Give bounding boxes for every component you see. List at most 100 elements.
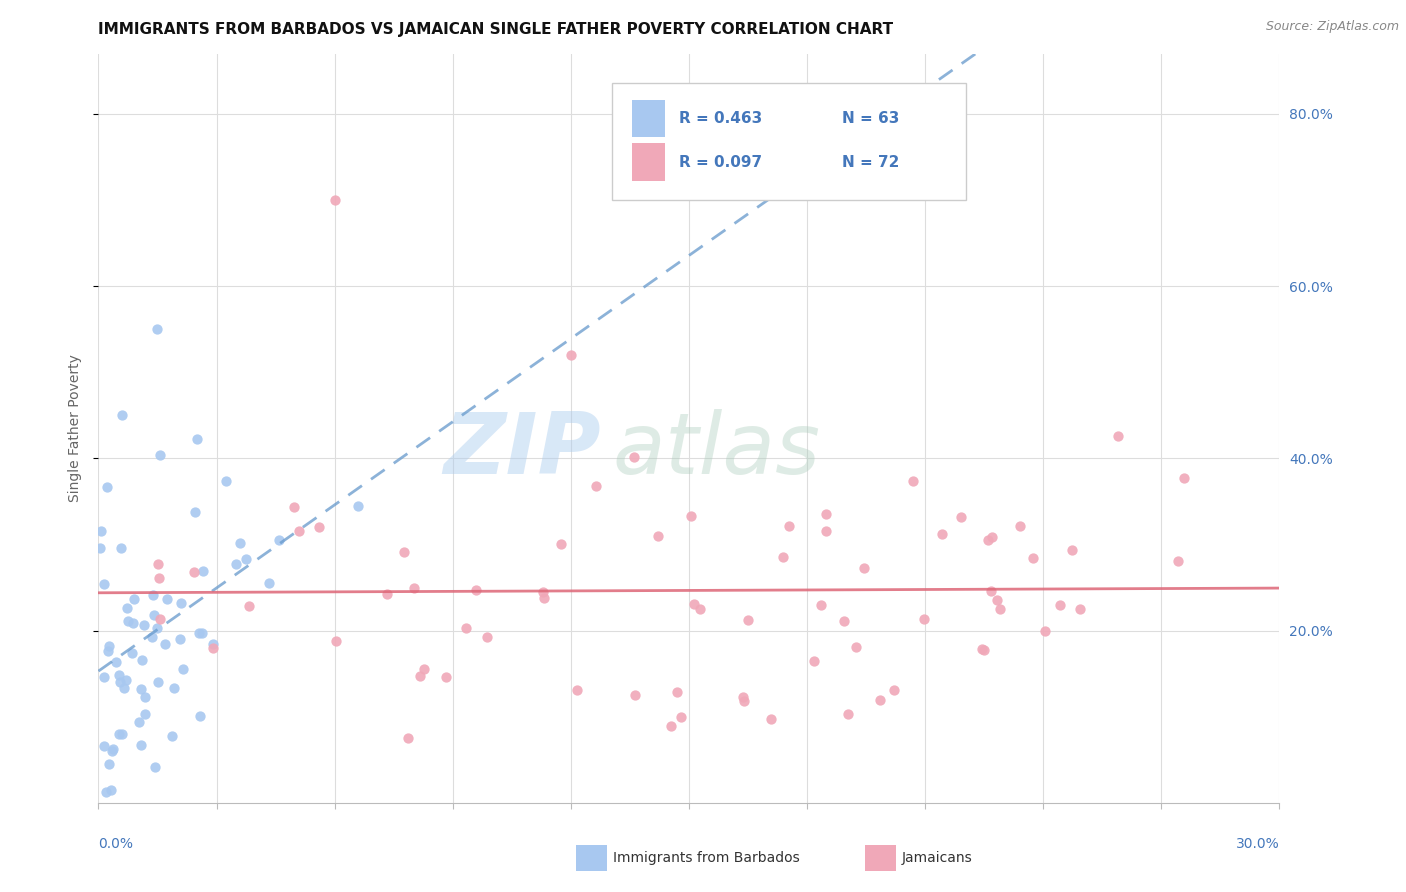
Y-axis label: Single Father Poverty: Single Father Poverty [69, 354, 83, 502]
Point [89, 541, 111, 555]
Point [143, 608, 166, 623]
Point [883, 682, 905, 697]
Point [229, 536, 252, 550]
Text: 30.0%: 30.0% [1236, 837, 1279, 851]
Text: 0.0%: 0.0% [98, 837, 134, 851]
Point [392, 544, 415, 558]
Point [146, 322, 169, 336]
Point [1010, 518, 1032, 533]
Point [117, 614, 139, 628]
Point [162, 729, 184, 743]
Point [90, 524, 112, 538]
Point [456, 621, 478, 635]
Text: Jamaicans: Jamaicans [901, 851, 972, 865]
Point [156, 592, 179, 607]
Point [477, 630, 499, 644]
Point [1107, 428, 1129, 442]
Point [837, 706, 859, 721]
Point [832, 614, 855, 628]
Point [869, 693, 891, 707]
Point [972, 642, 994, 657]
Point [191, 564, 214, 578]
Text: IMMIGRANTS FROM BARBADOS VS JAMAICAN SINGLE FATHER POVERTY CORRELATION CHART: IMMIGRANTS FROM BARBADOS VS JAMAICAN SIN… [98, 22, 894, 37]
Point [585, 479, 607, 493]
Point [560, 348, 582, 362]
Point [912, 612, 935, 626]
Point [1049, 598, 1071, 612]
Point [108, 668, 131, 682]
Point [238, 599, 260, 613]
Bar [633, 144, 665, 181]
Point [115, 601, 138, 615]
Point [733, 690, 755, 704]
Point [1069, 602, 1091, 616]
Point [778, 519, 800, 533]
Point [183, 565, 205, 579]
Point [128, 715, 150, 730]
Point [624, 688, 647, 702]
Point [188, 709, 211, 723]
Point [115, 673, 138, 688]
Text: R = 0.097: R = 0.097 [679, 154, 762, 169]
Point [772, 549, 794, 564]
Point [950, 509, 973, 524]
Point [169, 632, 191, 646]
Point [980, 584, 1002, 599]
Text: R = 0.463: R = 0.463 [679, 112, 762, 126]
Point [931, 526, 953, 541]
Point [186, 432, 208, 446]
Point [149, 612, 172, 626]
Point [683, 598, 706, 612]
Point [235, 552, 257, 566]
Point [112, 681, 135, 695]
Point [531, 585, 554, 599]
Point [346, 500, 368, 514]
Point [1062, 542, 1084, 557]
Point [163, 681, 186, 696]
Point [134, 706, 156, 721]
Point [810, 599, 832, 613]
Point [146, 675, 169, 690]
Point [188, 626, 211, 640]
Point [129, 738, 152, 752]
Point [803, 654, 825, 668]
Point [647, 529, 669, 543]
Point [565, 682, 588, 697]
Point [761, 712, 783, 726]
Point [269, 533, 291, 548]
Point [325, 633, 347, 648]
Point [396, 731, 419, 746]
Point [283, 500, 305, 515]
Point [815, 524, 838, 539]
Point [1033, 624, 1056, 639]
Point [134, 690, 156, 704]
Point [375, 587, 398, 601]
Point [977, 533, 1000, 547]
Point [533, 591, 555, 605]
Point [131, 653, 153, 667]
Point [1173, 471, 1195, 485]
Point [202, 637, 225, 651]
Point [170, 596, 193, 610]
Point [402, 581, 425, 595]
Point [408, 668, 430, 682]
Bar [633, 100, 665, 137]
Point [733, 694, 755, 708]
Point [93, 739, 115, 753]
Point [225, 558, 247, 572]
Point [93, 670, 115, 684]
Point [214, 474, 236, 488]
Point [141, 630, 163, 644]
Point [669, 710, 692, 724]
Point [980, 530, 1002, 544]
Point [845, 640, 868, 655]
Point [288, 524, 311, 539]
Point [100, 782, 122, 797]
Point [98, 757, 121, 772]
Text: N = 63: N = 63 [842, 112, 900, 126]
Point [108, 675, 131, 690]
Point [93, 577, 115, 591]
Point [148, 557, 170, 571]
Point [98, 640, 121, 654]
Point [550, 537, 572, 551]
